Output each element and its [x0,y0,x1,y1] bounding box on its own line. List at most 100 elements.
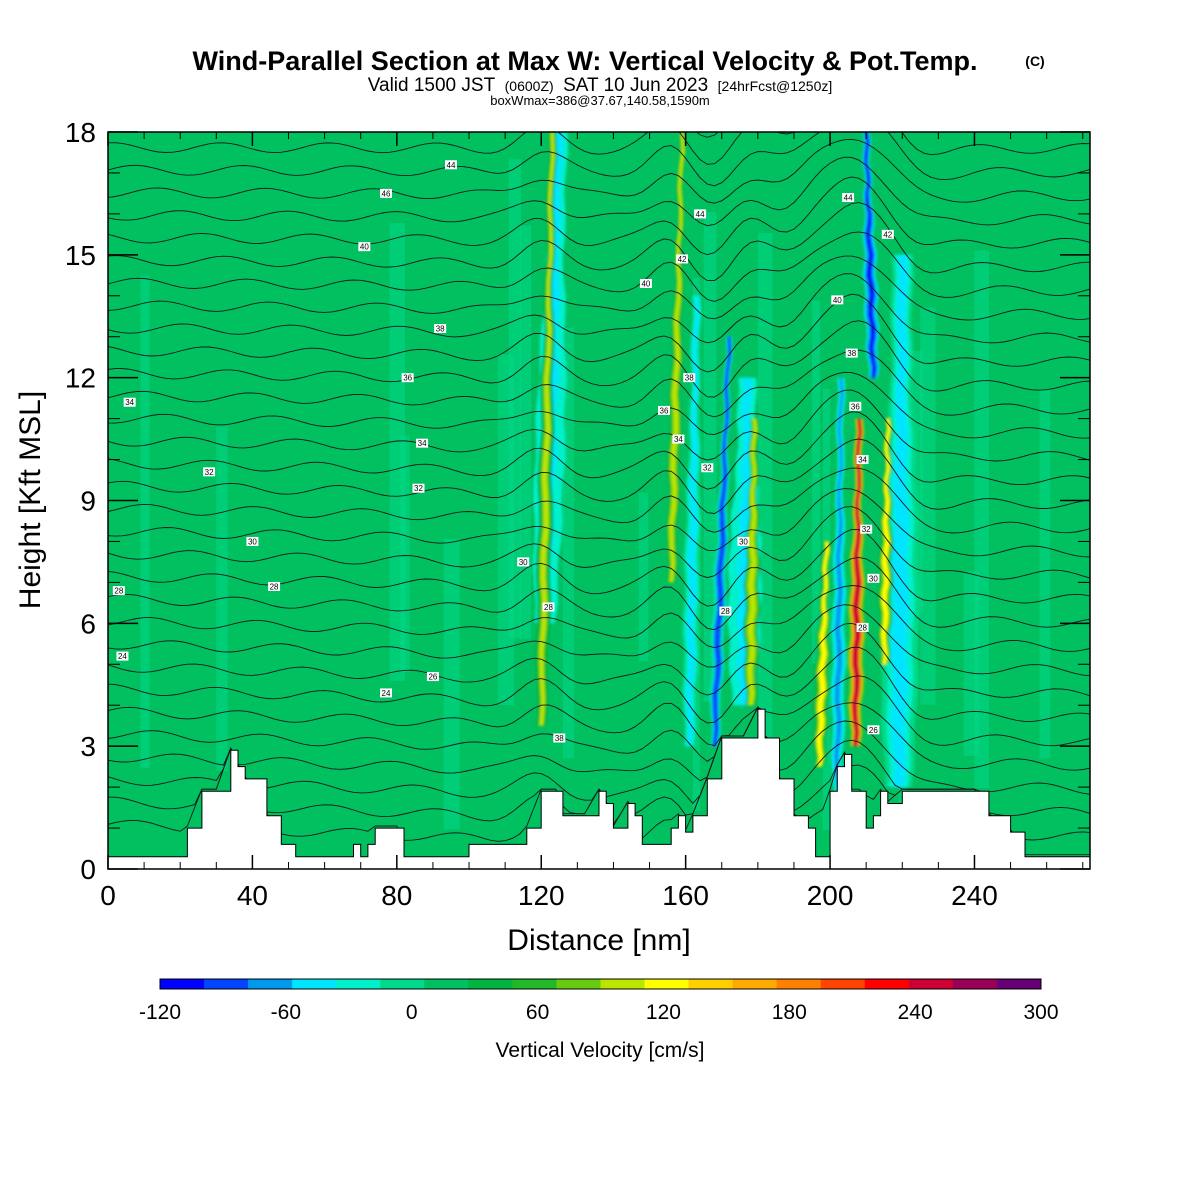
contour-label-bg [856,455,869,465]
contour-label: 44 [444,160,457,170]
contour-label-bg [123,397,136,407]
box-wmax-info: boxWmax=386@37.67,140.58,1590m [490,93,710,108]
velocity-streak [864,132,877,378]
y-tick-label: 3 [80,731,96,762]
contour-label-text: 28 [858,623,867,632]
valid-prefix: Valid 1500 JST [368,75,496,96]
contour-label-bg [867,725,880,735]
contour-label: 26 [867,725,880,735]
theta-contour [108,389,1090,462]
contour-label-bg [116,651,129,661]
contour-label: 44 [694,209,707,219]
contour-label-bg [719,606,732,616]
theta-contour [108,156,1090,227]
contour-label: 32 [701,463,714,473]
contour-label-bg [842,193,855,203]
contour-label-bg [426,672,439,682]
colorbar-swatch [688,979,734,989]
contour-label-bg [701,463,714,473]
background-band [562,327,575,759]
colorbar [159,978,1042,990]
contour-label-bg [444,160,457,170]
theta-contour [108,585,1090,652]
theta-contour [108,646,1090,724]
contour-label-bg [434,324,447,334]
contour-label: 24 [379,688,392,698]
theta-contour [108,349,1090,418]
velocity-streak [747,418,757,706]
contour-label-bg [867,573,880,583]
contour-label-text: 30 [869,574,878,583]
contour-label: 30 [517,557,530,567]
colorbar-swatch [380,979,425,989]
background-band [367,428,376,799]
theta-contour [108,506,1090,580]
contour-label-text: 34 [674,435,683,444]
contour-label: 38 [845,348,858,358]
colorbar-frame [159,978,1042,990]
contour-label-bg [845,348,858,358]
velocity-streaks [532,132,921,808]
contour-label-text: 36 [403,374,412,383]
contour-label: 28 [112,586,125,596]
background-band [812,300,821,664]
colorbar-swatch [820,979,866,989]
contour-label-bg [831,295,844,305]
colorbar-swatch [160,979,205,989]
contour-label-bg [683,373,696,383]
background-band [638,492,649,662]
background-band [573,454,587,779]
contour-label-text: 44 [844,194,853,203]
theta-contour [108,371,1090,439]
background-band [584,632,601,839]
velocity-streak [851,418,862,747]
contour-label-text: 30 [248,537,257,546]
theta-contour [108,138,1090,204]
colorbar-swatch [864,979,910,989]
theta-contour [108,255,1090,321]
theta-contour [108,556,1090,631]
contour-label-text: 24 [118,652,127,661]
contour-label-text: 40 [360,243,369,252]
contour-label-bg [657,405,670,415]
colorbar-tick-label: -120 [139,1001,181,1024]
contour-label-text: 34 [418,439,427,448]
colorbar-swatch [292,979,337,989]
contour-label: 28 [719,606,732,616]
contour-label-text: 26 [869,726,878,735]
copyright-mark: (C) [1025,53,1044,69]
theta-contour [108,320,1090,398]
contour-label-text: 44 [696,210,705,219]
background-band [703,211,717,702]
contour-label-bg [639,278,652,288]
contour-label-text: 44 [447,161,456,170]
background-band [129,565,144,823]
contour-label-bg [856,622,869,632]
colorbar-swatch [248,979,293,989]
contour-label-bg [672,434,685,444]
contour-label-text: 42 [678,255,687,264]
background-band [140,275,150,769]
velocity-streak [816,541,830,767]
theta-contour [108,202,1090,282]
contour-label: 38 [434,324,447,334]
colorbar-swatch [644,979,690,989]
theta-contour [108,702,1090,771]
contour-label: 36 [849,401,862,411]
contour-label: 30 [867,573,880,583]
theta-contour [108,675,1090,747]
background-band [216,426,228,771]
contour-label: 24 [116,651,129,661]
x-tick-label: 120 [518,880,565,911]
contour-label-bg [694,209,707,219]
x-tick-label: 40 [237,880,268,911]
contour-label-bg [542,602,555,612]
contour-label: 32 [412,483,425,493]
velocity-streak [686,295,700,747]
contour-label-text: 32 [862,525,871,534]
y-tick-label: 9 [80,486,96,517]
contour-label-text: 32 [414,484,423,493]
contour-label: 28 [856,622,869,632]
contour-label: 36 [657,405,670,415]
